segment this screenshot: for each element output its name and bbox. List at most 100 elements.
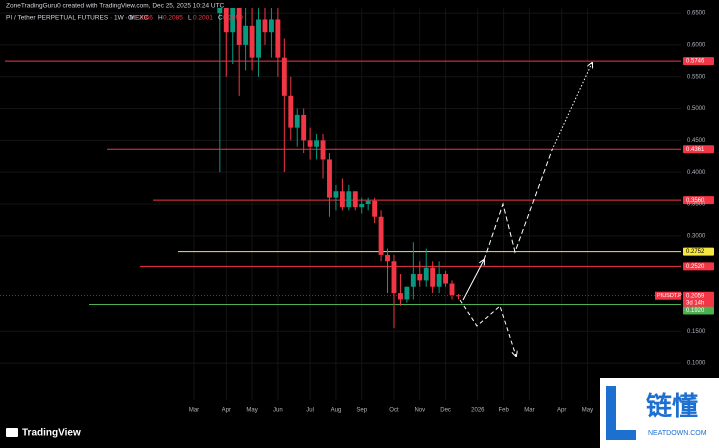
candle-body [301,114,307,141]
candle-body [436,274,442,287]
x-tick-label: Mar [189,408,199,414]
candle-body [230,8,236,33]
candle-body [456,295,461,297]
candle-body [417,274,423,281]
candle-body [423,267,429,281]
level-label: 0.3560 [686,198,705,204]
x-tick-label: 2026 [471,408,485,414]
level-label: 0.2752 [686,249,705,255]
candle-body [346,191,352,208]
price-tag-bg [683,291,714,307]
watermark-text: 链懂 [646,391,698,421]
ohlc-value: 0.2059 [223,15,243,22]
projection-arrow [462,260,484,301]
y-tick-label: 0.6000 [687,42,706,48]
ohlc-value: 0.2001 [193,15,213,22]
y-tick-label: 0.4000 [687,170,706,176]
candle-body [223,8,229,33]
symbol-tag-bg [655,291,681,300]
candle-body [397,293,403,300]
candle-body [307,140,313,147]
watermark-site: NEATDOWN.COM [648,430,707,437]
ohlc-value: 0.2085 [163,15,183,22]
candle-body [385,254,390,262]
brand: TradingView [6,428,81,439]
candle-body [217,8,223,14]
candle-body [268,19,274,33]
candle-body [294,114,300,128]
candle-body [372,200,378,217]
x-tick-label: Apr [557,408,566,414]
countdown: 3d 14h [686,300,704,306]
x-tick-label: May [582,408,593,414]
x-tick-label: Dec [440,408,451,414]
ohlc-letter: C [218,15,223,22]
ohlc-letter: H [158,15,163,22]
candle-body [352,191,358,208]
level-label: 0.2520 [686,264,705,270]
x-tick-label: May [246,408,257,414]
x-tick-label: Jul [306,408,314,414]
y-tick-label: 0.1500 [687,329,706,335]
y-tick-label: 0.4500 [687,138,706,144]
candle-body [275,19,281,58]
watermark-logo [606,386,636,440]
candle-body [443,274,449,284]
candle-body [281,57,287,96]
symbol-tag: PIUSDT.P [657,293,682,299]
brand-logo [6,428,18,437]
header-symbol: PI / Tether PERPETUAL FUTURES · 1W · MEX… [6,15,149,22]
header-title: ZoneTradingGuru0 created with TradingVie… [6,3,225,10]
candle-body [378,216,384,255]
candle-body [365,200,371,204]
y-tick-label: 0.6500 [687,11,706,17]
candle-body [430,267,436,287]
brand-name: TradingView [22,428,81,439]
x-tick-label: Feb [498,408,509,414]
level-tag [683,262,714,271]
candle-body [339,191,345,208]
level-tag [683,306,714,315]
level-tag [683,57,714,66]
level-tag [683,247,714,256]
y-tick-label: 0.5000 [687,106,706,112]
price-tag: 0.2059 [686,293,705,299]
level-tag [683,145,714,154]
x-tick-label: Nov [414,408,425,414]
watermark: 链懂 NEATDOWN.COM [600,378,719,448]
y-tick-label: 0.3000 [687,233,706,239]
projection-path [459,299,516,356]
x-tick-label: Mar [524,408,534,414]
level-label: 0.1920 [686,308,705,314]
candle-body [333,191,339,198]
candle-body [391,261,397,294]
level-label: 0.5746 [686,59,705,65]
y-tick-label: 0.1000 [687,361,706,367]
x-tick-label: Jun [273,408,283,414]
candle-body [320,140,326,160]
ohlc-value: 0.2066 [133,15,153,22]
x-tick-label: Oct [389,408,399,414]
x-tick-label: Aug [331,408,342,414]
candle-body [404,286,410,300]
candle-body [243,25,249,45]
candle-body [236,8,242,45]
candle-body [249,25,255,58]
ohlc-letter: O [128,15,133,22]
projection [459,63,592,356]
candle-body [410,274,416,287]
candle-body [288,95,294,128]
x-tick-label: Sep [356,408,367,414]
level-label: 0.4361 [686,147,705,153]
ohlc-letter: L [188,15,192,22]
y-tick-label: 0.3500 [687,202,706,208]
candle-body [314,140,320,147]
x-tick-label: Apr [222,408,231,414]
candle-body [327,159,332,198]
candle-body [262,19,268,33]
candle-body [256,19,261,58]
y-tick-label: 0.5500 [687,74,706,80]
level-tag [683,196,714,205]
